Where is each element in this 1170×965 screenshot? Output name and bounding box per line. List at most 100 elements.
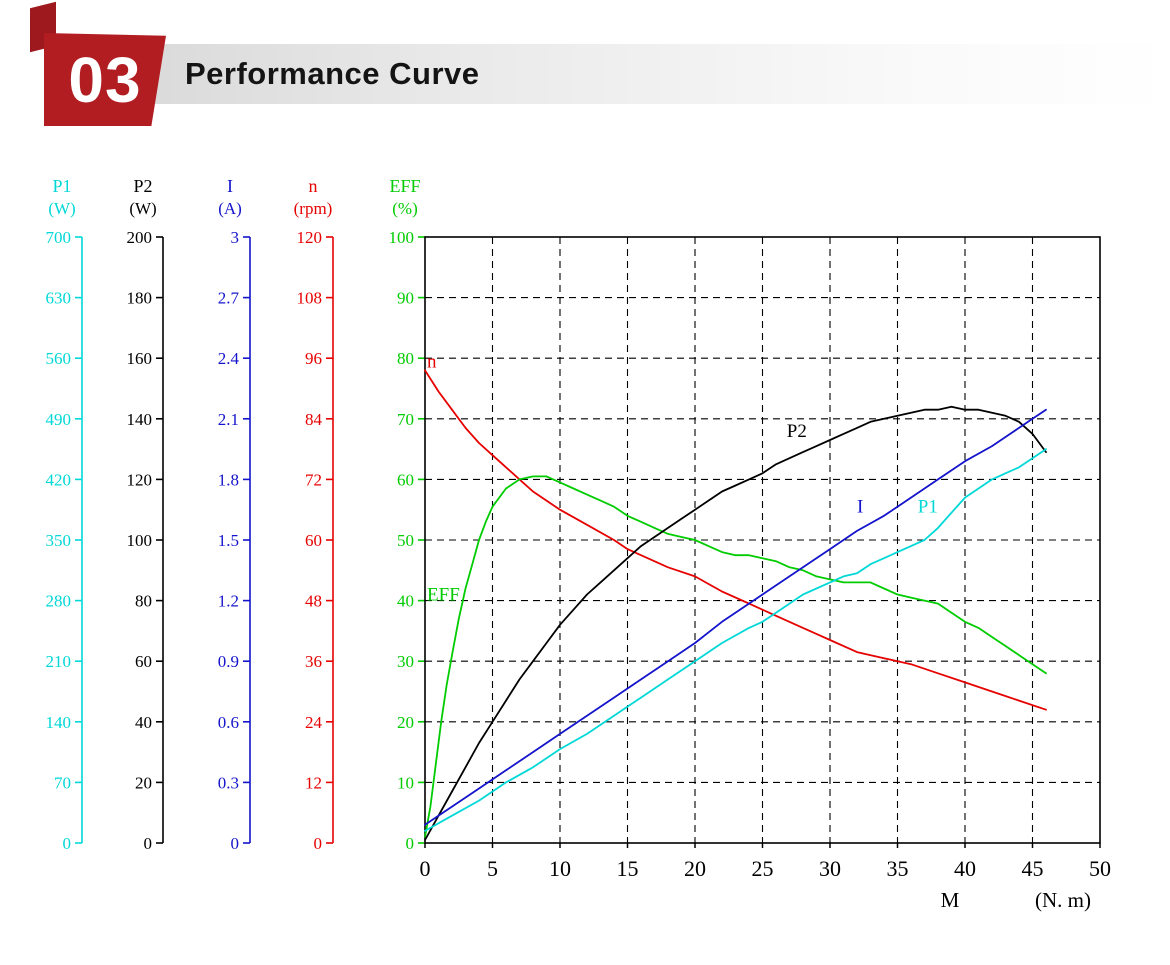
tick-label-P2: 40: [135, 713, 152, 732]
tick-label-P2: 140: [127, 410, 153, 429]
axis-title-I: I: [227, 176, 233, 196]
series-label-n: n: [427, 351, 437, 372]
series-n: [424, 369, 1047, 711]
tick-label-P1: 0: [63, 834, 72, 853]
tick-label-I: 0.3: [218, 773, 239, 792]
tick-label-I: 2.4: [218, 349, 240, 368]
series-label-P1: P1: [918, 497, 938, 518]
tick-label-EFF: 30: [397, 652, 414, 671]
tick-label-P1: 280: [46, 592, 72, 611]
tick-label-I: 0: [231, 834, 240, 853]
tick-label-I: 2.7: [218, 289, 240, 308]
tick-label-n: 48: [305, 592, 322, 611]
tick-label-EFF: 60: [397, 470, 414, 489]
tick-label-EFF: 100: [389, 228, 415, 247]
tick-label-n: 72: [305, 470, 322, 489]
tick-label-n: 96: [305, 349, 322, 368]
tick-label-P1: 490: [46, 410, 72, 429]
tick-label-P2: 200: [127, 228, 153, 247]
tick-label-EFF: 50: [397, 531, 414, 550]
x-axis-name: M: [941, 888, 960, 912]
tick-label-n: 12: [305, 773, 322, 792]
tick-label-n: 120: [297, 228, 323, 247]
title-bar: Performance Curve: [60, 44, 1170, 104]
x-tick-label: 30: [819, 856, 841, 881]
axis-unit-n: (rpm): [294, 199, 333, 218]
axis-title-P2: P2: [133, 176, 152, 196]
series-I: [424, 408, 1047, 826]
tick-label-EFF: 0: [406, 834, 415, 853]
axis-title-n: n: [309, 176, 318, 196]
tick-label-n: 60: [305, 531, 322, 550]
tick-label-n: 0: [314, 834, 323, 853]
section-number-badge: 03: [44, 33, 166, 126]
page-header: Performance Curve 03: [0, 0, 1170, 130]
tick-label-n: 84: [305, 410, 323, 429]
x-tick-label: 5: [487, 856, 498, 881]
tick-label-P2: 0: [144, 834, 153, 853]
tick-label-EFF: 80: [397, 349, 414, 368]
tick-label-n: 24: [305, 713, 323, 732]
badge-number: 03: [68, 43, 142, 116]
x-axis: 0 5 10 15 20 25 30 35 40 45 50 M (N. m): [420, 843, 1111, 912]
x-tick-label: 40: [954, 856, 976, 881]
tick-label-P2: 180: [127, 289, 153, 308]
axis-unit-EFF: (%): [392, 199, 417, 218]
tick-label-P1: 70: [54, 773, 71, 792]
page-title: Performance Curve: [185, 56, 480, 91]
x-tick-label: 20: [684, 856, 706, 881]
tick-label-I: 1.8: [218, 470, 239, 489]
x-tick-label: 15: [617, 856, 639, 881]
series-P2: [424, 405, 1047, 841]
tick-label-P1: 420: [46, 470, 72, 489]
tick-label-P1: 210: [46, 652, 72, 671]
axis-unit-P2: (W): [129, 199, 156, 218]
grid: [425, 237, 1100, 843]
tick-label-P2: 20: [135, 773, 152, 792]
x-tick-label: 10: [549, 856, 571, 881]
performance-chart: 700630560490420350280210140700P1(W)20018…: [46, 176, 1112, 912]
series-label-EFF: EFF: [427, 585, 460, 606]
series-P1: [424, 448, 1047, 832]
series-EFF: [424, 475, 1047, 838]
x-tick-label: 25: [752, 856, 774, 881]
tick-label-EFF: 90: [397, 289, 414, 308]
tick-label-P1: 560: [46, 349, 72, 368]
tick-label-P2: 60: [135, 652, 152, 671]
series-label-P2: P2: [787, 421, 807, 442]
x-tick-label: 45: [1022, 856, 1044, 881]
tick-label-I: 0.6: [218, 713, 239, 732]
series-label-I: I: [857, 497, 863, 518]
axis-title-EFF: EFF: [389, 176, 420, 196]
tick-label-EFF: 10: [397, 773, 414, 792]
axis-unit-P1: (W): [48, 199, 75, 218]
tick-label-n: 36: [305, 652, 322, 671]
tick-label-P1: 700: [46, 228, 72, 247]
tick-label-I: 1.5: [218, 531, 239, 550]
tick-label-I: 2.1: [218, 410, 239, 429]
tick-label-EFF: 20: [397, 713, 414, 732]
x-tick-label: 0: [420, 856, 431, 881]
y-axis-I: 3 2.7 2.4 2.1 1.8 1.5 1.2 0.9 0.6 0.3 0 I (A): [218, 176, 251, 853]
tick-label-P2: 100: [127, 531, 153, 550]
tick-label-P2: 160: [127, 349, 153, 368]
axis-unit-I: (A): [218, 199, 242, 218]
axis-title-P1: P1: [52, 176, 71, 196]
tick-label-n: 108: [297, 289, 323, 308]
x-tick-label: 35: [887, 856, 909, 881]
tick-label-P2: 80: [135, 592, 152, 611]
tick-label-P1: 350: [46, 531, 72, 550]
x-axis-unit: (N. m): [1035, 888, 1091, 912]
tick-label-P2: 120: [127, 470, 153, 489]
x-tick-label: 50: [1089, 856, 1111, 881]
tick-label-EFF: 40: [397, 592, 414, 611]
tick-label-I: 3: [231, 228, 240, 247]
tick-label-I: 1.2: [218, 592, 239, 611]
tick-label-P1: 630: [46, 289, 72, 308]
tick-label-P1: 140: [46, 713, 72, 732]
tick-label-I: 0.9: [218, 652, 239, 671]
